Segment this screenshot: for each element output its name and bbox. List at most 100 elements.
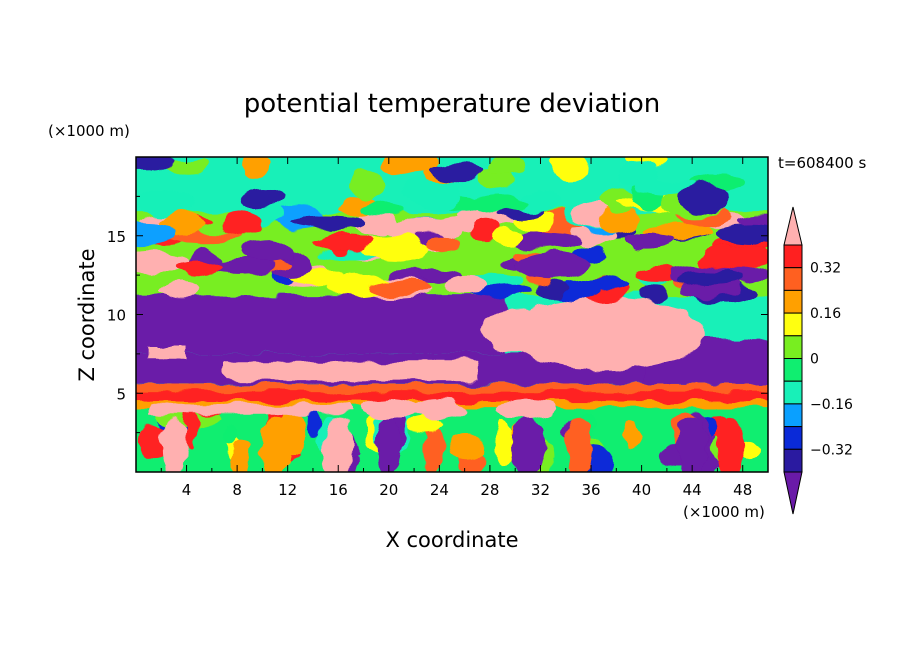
field-band [148,297,705,419]
field-band [136,199,768,305]
x-tick-label: 44 [683,481,702,499]
chart-title: potential temperature deviation [244,89,660,119]
field-blob [174,260,222,277]
x-tick-label: 32 [531,481,550,499]
x-tick-label: 28 [480,481,499,499]
colorbar: 0.32 0.16 0 −0.16 −0.32 [783,206,853,515]
field-blob [242,238,293,263]
field-blob [136,223,176,246]
field-blob [473,195,525,212]
field-blob [496,230,521,249]
x-tick-label: 36 [581,481,600,499]
field-blob [314,235,374,251]
field-blob [622,420,643,450]
field-blob [716,224,768,245]
field-blob [636,266,676,281]
field-blob [426,237,462,253]
field-blob [136,157,175,172]
field-blob [447,433,485,462]
colorbar-extend-top [783,206,803,246]
x-axis-label: X coordinate [385,528,518,552]
field-blob [357,203,407,217]
field-blob [362,235,429,262]
y-tick-label: 15 [107,228,126,246]
colorbar-box [783,289,803,314]
field-blob [567,276,630,293]
colorbar-label: 0.16 [810,306,841,322]
colorbar-label: 0.32 [810,261,841,277]
field-blob [291,215,366,230]
colorbar-label: 0 [810,352,819,368]
time-label: t=608400 s [778,154,866,172]
y-tick-label: 10 [107,307,126,325]
x-unit-label: (×1000 m) [683,503,765,521]
field-blob [498,208,542,220]
field-blob [445,274,488,295]
contour-field [136,157,768,472]
field-blob [222,210,262,237]
field-blob [353,210,396,237]
field-blob [598,207,642,234]
field-blob [617,160,661,188]
field-blob [514,251,587,279]
field-blob [159,281,201,299]
field-blob [510,416,546,472]
field-blob [536,280,569,298]
colorbar-box [783,244,803,269]
field-blob [488,157,525,177]
colorbar-box [783,426,803,450]
y-axis-label: Z coordinate [75,248,99,381]
field-blob [493,419,514,468]
field-blob [422,426,444,472]
field-blob [136,188,194,216]
field-blob [639,285,670,303]
field-blob [223,423,238,445]
field-blob [202,257,277,276]
field-blob [429,163,485,182]
field-band [138,396,761,472]
field-blob [184,403,198,448]
field-blob [259,416,291,472]
y-tick-label: 5 [116,385,126,403]
field-blob [407,416,444,433]
x-tick-label: 40 [632,481,651,499]
field-blob [696,244,741,272]
colorbar-box [783,403,803,428]
field-blob [376,416,401,472]
field-blob [715,416,745,472]
x-tick-label: 16 [329,481,348,499]
field-band [136,157,747,219]
y-unit-label: (×1000 m) [48,122,130,140]
field-blob [681,183,730,215]
colorbar-box [783,448,803,473]
colorbar-label: −0.16 [810,397,853,413]
field-blob [677,270,742,286]
y-axis: 5 10 15 [107,195,768,434]
field-blob [349,169,385,201]
field-blob [242,187,284,209]
colorbar-box [783,335,803,359]
field-blob [621,232,673,249]
field-blob [240,157,269,181]
field-blob [381,157,440,176]
field-blob [367,279,433,297]
field-blob [551,157,589,183]
x-tick-label: 48 [733,481,752,499]
x-tick-label: 20 [379,481,398,499]
x-tick-label: 4 [182,481,192,499]
x-tick-label: 12 [278,481,297,499]
colorbar-box [783,312,803,337]
colorbar-box [783,358,803,382]
field-blob [399,177,461,204]
x-axis: 4 8 12 16 20 24 28 32 36 40 44 48 [160,157,752,499]
x-tick-label: 24 [430,481,449,499]
field-blob [419,267,462,281]
colorbar-extend-bottom [783,471,803,515]
field-blob [505,232,581,249]
colorbar-box [783,380,803,405]
x-tick-label: 8 [232,481,242,499]
field-blob [519,188,562,213]
field-blob [565,416,591,472]
field-blob [322,416,355,472]
